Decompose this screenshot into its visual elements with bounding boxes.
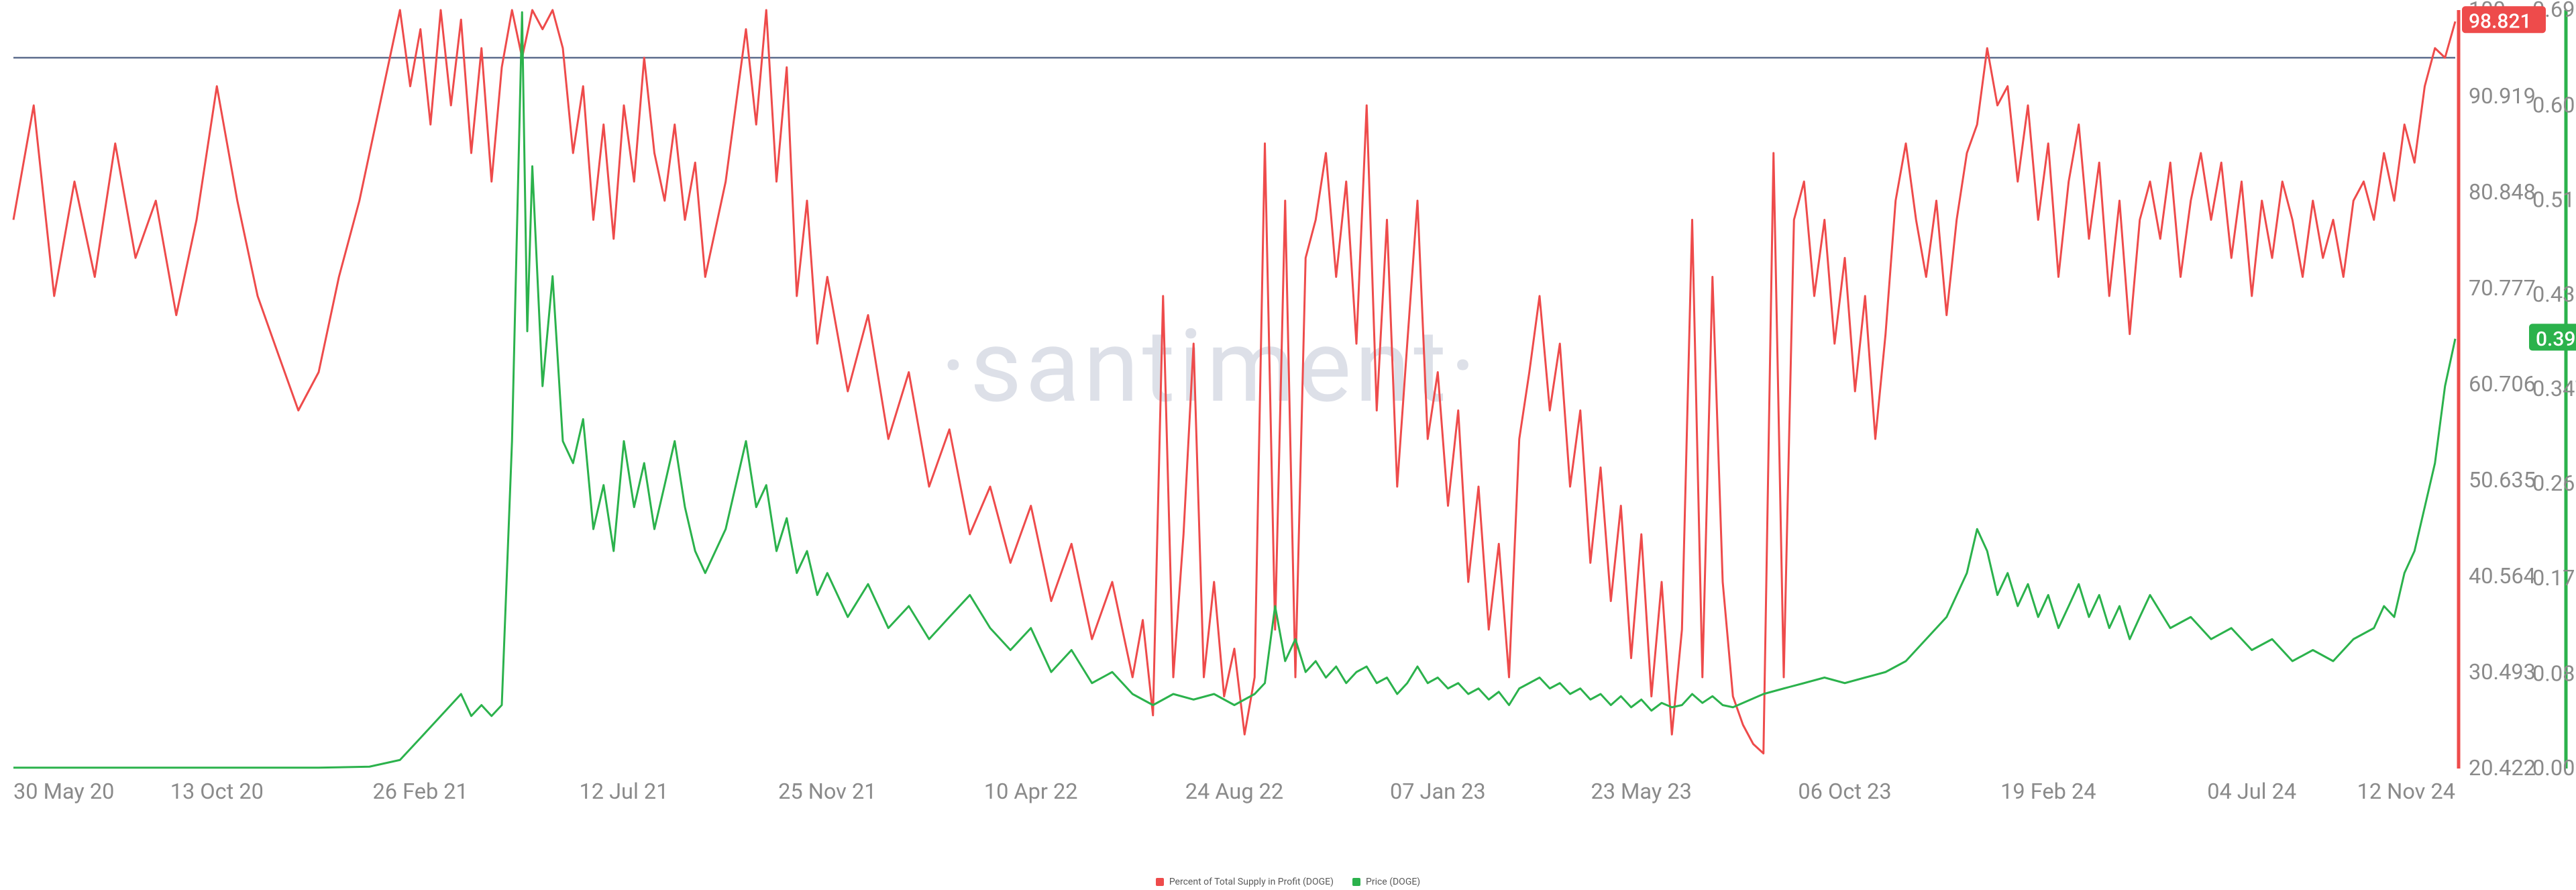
y-right-tick: 0.002286 — [2532, 755, 2576, 781]
x-tick: 26 Feb 21 — [373, 779, 468, 804]
y-right-tick: 0.261 — [2532, 471, 2576, 496]
y-right-tick: 0.347 — [2532, 376, 2576, 401]
y-left-tick: 30.493 — [2469, 659, 2536, 685]
y-left-tick: 50.635 — [2469, 467, 2536, 493]
price-badge: 0.393 — [2529, 324, 2576, 351]
legend-label-profit: Percent of Total Supply in Profit (DOGE) — [1169, 877, 1334, 887]
y-left-tick: 90.919 — [2469, 83, 2536, 109]
legend-label-price: Price (DOGE) — [1366, 877, 1420, 887]
y-right-tick: 0.519 — [2532, 187, 2576, 212]
legend-swatch-price — [1352, 878, 1360, 886]
legend-item-profit[interactable]: Percent of Total Supply in Profit (DOGE) — [1156, 877, 1334, 887]
x-tick: 23 May 23 — [1591, 779, 1691, 804]
y-left-tick: 70.777 — [2469, 275, 2536, 301]
svg-text:98.821: 98.821 — [2469, 10, 2532, 34]
watermark: ·santiment· — [941, 307, 1480, 426]
profit-badge: 98.821 — [2462, 6, 2546, 33]
x-tick: 12 Nov 24 — [2357, 779, 2455, 804]
x-tick: 10 Apr 22 — [984, 779, 1078, 804]
legend: Percent of Total Supply in Profit (DOGE)… — [0, 873, 2576, 890]
y-right-tick: 0.175 — [2532, 565, 2576, 591]
y-right-tick: 0.605 — [2532, 93, 2576, 118]
x-tick: 24 Aug 22 — [1185, 779, 1283, 804]
y-left-tick: 60.706 — [2469, 371, 2536, 397]
x-tick: 25 Nov 21 — [778, 779, 876, 804]
y-left-tick: 80.848 — [2469, 179, 2536, 205]
y-left-tick: 40.564 — [2469, 563, 2536, 589]
x-tick: 07 Jan 23 — [1390, 779, 1486, 804]
x-tick: 13 Oct 20 — [170, 779, 264, 804]
x-tick: 04 Jul 24 — [2207, 779, 2296, 804]
x-tick: 30 May 20 — [13, 779, 114, 804]
y-right-tick: 0.088 — [2532, 661, 2576, 687]
legend-swatch-profit — [1156, 878, 1164, 886]
svg-text:0.393: 0.393 — [2536, 328, 2576, 351]
chart-container: ·santiment·10090.91980.84870.77760.70650… — [0, 0, 2576, 890]
y-left-tick: 20.422 — [2469, 755, 2536, 781]
x-tick: 06 Oct 23 — [1798, 779, 1891, 804]
chart-svg: ·santiment·10090.91980.84870.77760.70650… — [0, 0, 2576, 873]
y-right-tick: 0.433 — [2532, 281, 2576, 307]
x-tick: 19 Feb 24 — [2000, 779, 2096, 804]
x-tick: 12 Jul 21 — [580, 779, 669, 804]
legend-item-price[interactable]: Price (DOGE) — [1352, 877, 1420, 887]
